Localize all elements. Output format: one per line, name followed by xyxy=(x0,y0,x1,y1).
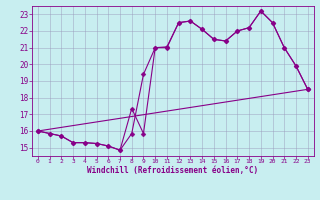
X-axis label: Windchill (Refroidissement éolien,°C): Windchill (Refroidissement éolien,°C) xyxy=(87,166,258,175)
